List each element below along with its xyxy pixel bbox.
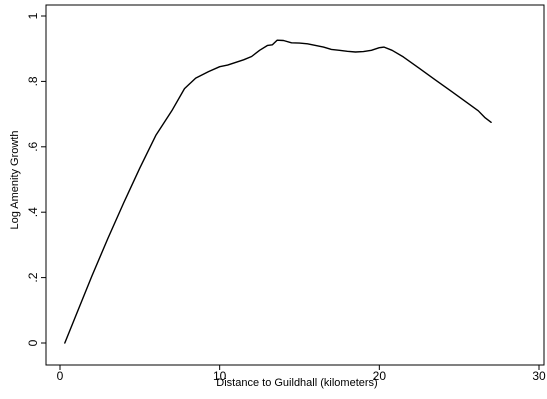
series-layer (64, 39, 492, 344)
y-tick-label: .8 (26, 76, 40, 86)
x-axis-label: Distance to Guildhall (kilometers) (216, 377, 377, 389)
x-tick-label: 0 (57, 369, 64, 383)
x-axis-ticks: 0 10 20 30 (57, 365, 546, 383)
x-tick-label: 30 (532, 369, 546, 383)
plot-frame (45, 4, 545, 366)
series-line-1 (64, 39, 492, 344)
y-tick-label: .4 (26, 207, 40, 217)
y-tick-label: 0 (26, 339, 40, 346)
x-tick-label: 10 (213, 369, 227, 383)
y-tick-label: 1 (26, 12, 40, 19)
y-axis-label: Log Amenity Growth (9, 130, 21, 229)
y-tick-label: .6 (26, 141, 40, 151)
y-tick-label: .2 (26, 272, 40, 282)
x-tick-label: 20 (373, 369, 387, 383)
y-axis-ticks: 0 .2 .4 .6 .8 1 (26, 12, 46, 346)
